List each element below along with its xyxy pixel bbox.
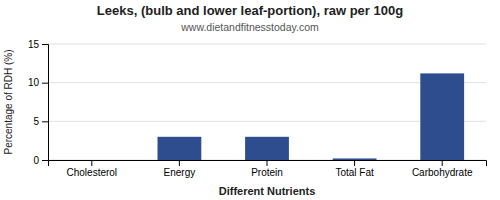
y-tick-mark	[42, 83, 48, 84]
bar	[333, 158, 377, 160]
y-tick: 5	[33, 116, 48, 127]
y-tick: 0	[33, 155, 48, 166]
x-tick-label: Carbohydrate	[412, 167, 473, 178]
y-tick: 10	[28, 77, 48, 88]
x-tick: Energy	[164, 160, 196, 178]
subtitle: www.dietandfitnesstoday.com	[180, 21, 319, 33]
bars	[158, 73, 465, 160]
x-tick: Protein	[251, 160, 283, 178]
y-tick: 15	[28, 39, 48, 50]
y-tick-mark	[42, 121, 48, 122]
y-tick-mark	[42, 44, 48, 45]
x-tick-label: Cholesterol	[67, 167, 118, 178]
bar	[158, 137, 202, 160]
x-tick-label: Total Fat	[335, 167, 374, 178]
y-axis: 0 5 10 15	[28, 39, 49, 166]
bar	[420, 73, 464, 160]
x-tick-mark	[267, 160, 268, 166]
chart: Leeks, (bulb and lower leaf-portion), ra…	[0, 0, 500, 200]
plot: 051015CholesterolEnergyProteinTotal FatC…	[28, 39, 487, 178]
x-tick-mark	[179, 160, 180, 166]
y-axis-line	[42, 45, 49, 161]
x-tick-mark	[91, 160, 92, 166]
x-tick-mark	[442, 160, 443, 166]
y-tick-label: 10	[28, 77, 40, 88]
title: Leeks, (bulb and lower leaf-portion), ra…	[97, 3, 403, 18]
x-tick: Carbohydrate	[412, 160, 473, 178]
grid	[48, 44, 486, 160]
x-tick-label: Energy	[164, 167, 196, 178]
x-tick: Total Fat	[335, 160, 374, 178]
y-tick-label: 15	[28, 39, 40, 50]
y-tick-label: 5	[33, 116, 39, 127]
y-axis-title: Percentage of RDH (%)	[3, 49, 14, 154]
bar	[245, 137, 289, 160]
x-axis-line	[49, 161, 487, 167]
y-tick-label: 0	[33, 155, 39, 166]
bar	[70, 160, 114, 161]
y-tick-mark	[42, 160, 48, 161]
x-axis-title: Different Nutrients	[219, 185, 316, 197]
x-tick-mark	[354, 160, 355, 166]
x-axis: Cholesterol Energy Protein Total Fat Carbohy…	[49, 160, 487, 178]
grid-line	[48, 44, 486, 45]
x-tick-label: Protein	[251, 167, 283, 178]
x-tick: Cholesterol	[67, 160, 118, 178]
